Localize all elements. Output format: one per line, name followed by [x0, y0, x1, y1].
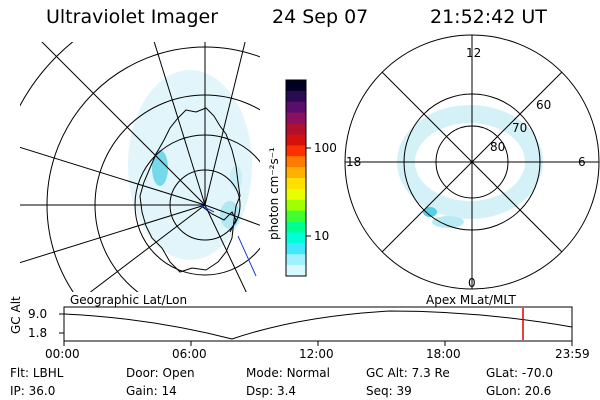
colorbar-cell	[286, 134, 306, 146]
instrument-title: Ultraviolet Imager	[46, 6, 219, 28]
colorbar	[285, 79, 311, 277]
info-door: Door: Open	[126, 366, 195, 380]
colorbar-tick-10: 10	[314, 229, 330, 243]
colorbar-cell	[286, 199, 306, 212]
time-tick-2: 12:00	[299, 347, 334, 361]
colorbar-cell	[286, 254, 306, 266]
colorbar-unit-label: photon cm⁻²s⁻¹	[267, 147, 281, 240]
colorbar-gradient	[286, 80, 306, 277]
info-gain: Gain: 14	[126, 384, 177, 398]
colorbar-cell	[286, 188, 306, 201]
colorbar-cell	[286, 156, 306, 168]
mlt-label-left: 18	[346, 155, 362, 169]
colorbar-cell	[286, 243, 306, 255]
time-label: 21:52:42 UT	[430, 6, 547, 28]
time-tick-0: 00:00	[45, 347, 80, 361]
altitude-ylabel: GC Alt	[9, 296, 23, 334]
time-tick-4: 23:59	[555, 347, 590, 361]
time-tick-3: 18:00	[426, 347, 461, 361]
left-panel-label: Geographic Lat/Lon	[70, 293, 188, 307]
info-filter: Flt: LBHL	[10, 366, 64, 380]
colorbar-cell	[286, 232, 306, 244]
info-seq: Seq: 39	[366, 384, 412, 398]
mlt-label-top: 12	[466, 46, 482, 60]
colorbar-cell	[286, 90, 306, 103]
info-glon: GLon: 20.6	[486, 384, 552, 398]
date-label: 24 Sep 07	[272, 6, 369, 28]
lat-label-70: 70	[512, 121, 528, 135]
colorbar-cell	[286, 167, 306, 179]
info-dsp: Dsp: 3.4	[246, 384, 297, 398]
colorbar-cell	[286, 145, 306, 157]
colorbar-cell	[286, 80, 306, 92]
altitude-plot	[59, 306, 573, 346]
colorbar-cell	[286, 265, 306, 277]
polar-mlt-plot	[344, 34, 600, 290]
colorbar-cell	[286, 101, 306, 114]
info-gc-alt: GC Alt: 7.3 Re	[366, 366, 450, 380]
colorbar-cell	[286, 221, 306, 234]
mlt-label-bottom: 0	[468, 276, 476, 290]
colorbar-tick-100: 100	[314, 141, 337, 155]
lat-label-60: 60	[536, 98, 552, 112]
info-mode: Mode: Normal	[246, 366, 330, 380]
colorbar-cell	[286, 178, 306, 190]
altitude-curve	[63, 310, 573, 340]
info-ip: IP: 36.0	[10, 384, 56, 398]
coastline	[139, 107, 241, 273]
altitude-ytick-top: 9.0	[28, 307, 48, 321]
lat-label-80: 80	[490, 140, 506, 154]
colorbar-cell	[286, 112, 306, 125]
right-panel-label: Apex MLat/MLT	[426, 293, 516, 307]
colorbar-cell	[286, 210, 306, 223]
geographic-map	[20, 42, 260, 292]
info-glat: GLat: -70.0	[486, 366, 553, 380]
time-tick-1: 06:00	[172, 347, 207, 361]
colorbar-cell	[286, 123, 306, 136]
altitude-ytick-bottom: 1.8	[28, 326, 48, 340]
mlt-label-right: 6	[578, 155, 586, 169]
